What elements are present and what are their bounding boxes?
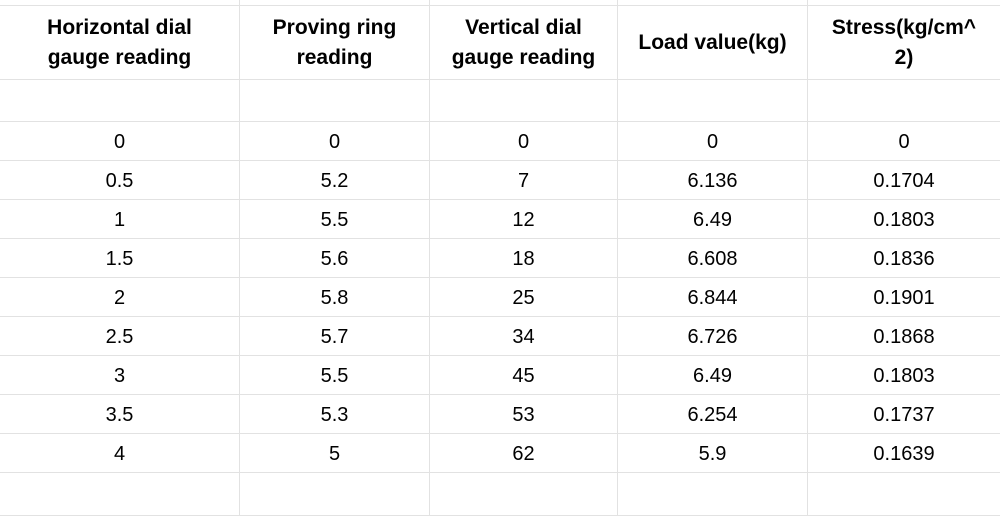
- table-cell[interactable]: 5.5: [240, 356, 430, 395]
- sheet-cell[interactable]: [618, 0, 808, 6]
- sheet-cell[interactable]: [430, 80, 618, 122]
- table-cell[interactable]: 6.726: [618, 317, 808, 356]
- sheet-cell[interactable]: [808, 473, 1000, 516]
- table-cell[interactable]: 6.844: [618, 278, 808, 317]
- table-cell[interactable]: 62: [430, 434, 618, 473]
- table-cell[interactable]: 5.5: [240, 200, 430, 239]
- table-cell[interactable]: 0: [430, 122, 618, 161]
- column-header-cell[interactable]: Proving ring reading: [240, 6, 430, 80]
- table-cell[interactable]: 7: [430, 161, 618, 200]
- sheet-cell[interactable]: [0, 80, 240, 122]
- table-cell[interactable]: 5.9: [618, 434, 808, 473]
- table-cell[interactable]: 0.1868: [808, 317, 1000, 356]
- table-cell[interactable]: 6.254: [618, 395, 808, 434]
- table-cell[interactable]: 4: [0, 434, 240, 473]
- table-cell[interactable]: 6.49: [618, 200, 808, 239]
- sheet-cell[interactable]: [430, 473, 618, 516]
- table-cell[interactable]: 5.8: [240, 278, 430, 317]
- table-cell[interactable]: 2.5: [0, 317, 240, 356]
- sheet-cell[interactable]: [240, 80, 430, 122]
- sheet-cell[interactable]: [0, 473, 240, 516]
- table-cell[interactable]: 5.3: [240, 395, 430, 434]
- table-cell[interactable]: 3: [0, 356, 240, 395]
- column-header-cell[interactable]: Horizontal dial gauge reading: [0, 6, 240, 80]
- table-cell[interactable]: 25: [430, 278, 618, 317]
- table-cell[interactable]: 18: [430, 239, 618, 278]
- sheet-cell[interactable]: [240, 0, 430, 6]
- table-cell[interactable]: 0: [0, 122, 240, 161]
- table-cell[interactable]: 0: [808, 122, 1000, 161]
- sheet-cell[interactable]: [240, 473, 430, 516]
- table-cell[interactable]: 2: [0, 278, 240, 317]
- sheet-cell[interactable]: [430, 0, 618, 6]
- table-cell[interactable]: 5.6: [240, 239, 430, 278]
- table-cell[interactable]: 0.1704: [808, 161, 1000, 200]
- table-cell[interactable]: 0.5: [0, 161, 240, 200]
- sheet-cell[interactable]: [618, 473, 808, 516]
- table-cell[interactable]: 1: [0, 200, 240, 239]
- column-header-cell[interactable]: Stress(kg/cm^ 2): [808, 6, 1000, 80]
- sheet-cell[interactable]: [0, 0, 240, 6]
- table-cell[interactable]: 0.1639: [808, 434, 1000, 473]
- table-cell[interactable]: 0.1803: [808, 200, 1000, 239]
- table-cell[interactable]: 6.608: [618, 239, 808, 278]
- sheet-cell[interactable]: [808, 80, 1000, 122]
- table-cell[interactable]: 6.136: [618, 161, 808, 200]
- table-cell[interactable]: 34: [430, 317, 618, 356]
- table-cell[interactable]: 3.5: [0, 395, 240, 434]
- table-cell[interactable]: 0.1803: [808, 356, 1000, 395]
- table-cell[interactable]: 1.5: [0, 239, 240, 278]
- sheet-cell[interactable]: [618, 80, 808, 122]
- table-cell[interactable]: 5.7: [240, 317, 430, 356]
- table-cell[interactable]: 0.1836: [808, 239, 1000, 278]
- table-cell[interactable]: 5: [240, 434, 430, 473]
- column-header-cell[interactable]: Load value(kg): [618, 6, 808, 80]
- table-cell[interactable]: 0.1737: [808, 395, 1000, 434]
- sheet-cell[interactable]: [808, 0, 1000, 6]
- table-cell[interactable]: 5.2: [240, 161, 430, 200]
- table-cell[interactable]: 0: [240, 122, 430, 161]
- table-cell[interactable]: 45: [430, 356, 618, 395]
- table-cell[interactable]: 0.1901: [808, 278, 1000, 317]
- column-header-cell[interactable]: Vertical dial gauge reading: [430, 6, 618, 80]
- table-cell[interactable]: 6.49: [618, 356, 808, 395]
- table-cell[interactable]: 12: [430, 200, 618, 239]
- table-cell[interactable]: 53: [430, 395, 618, 434]
- table-cell[interactable]: 0: [618, 122, 808, 161]
